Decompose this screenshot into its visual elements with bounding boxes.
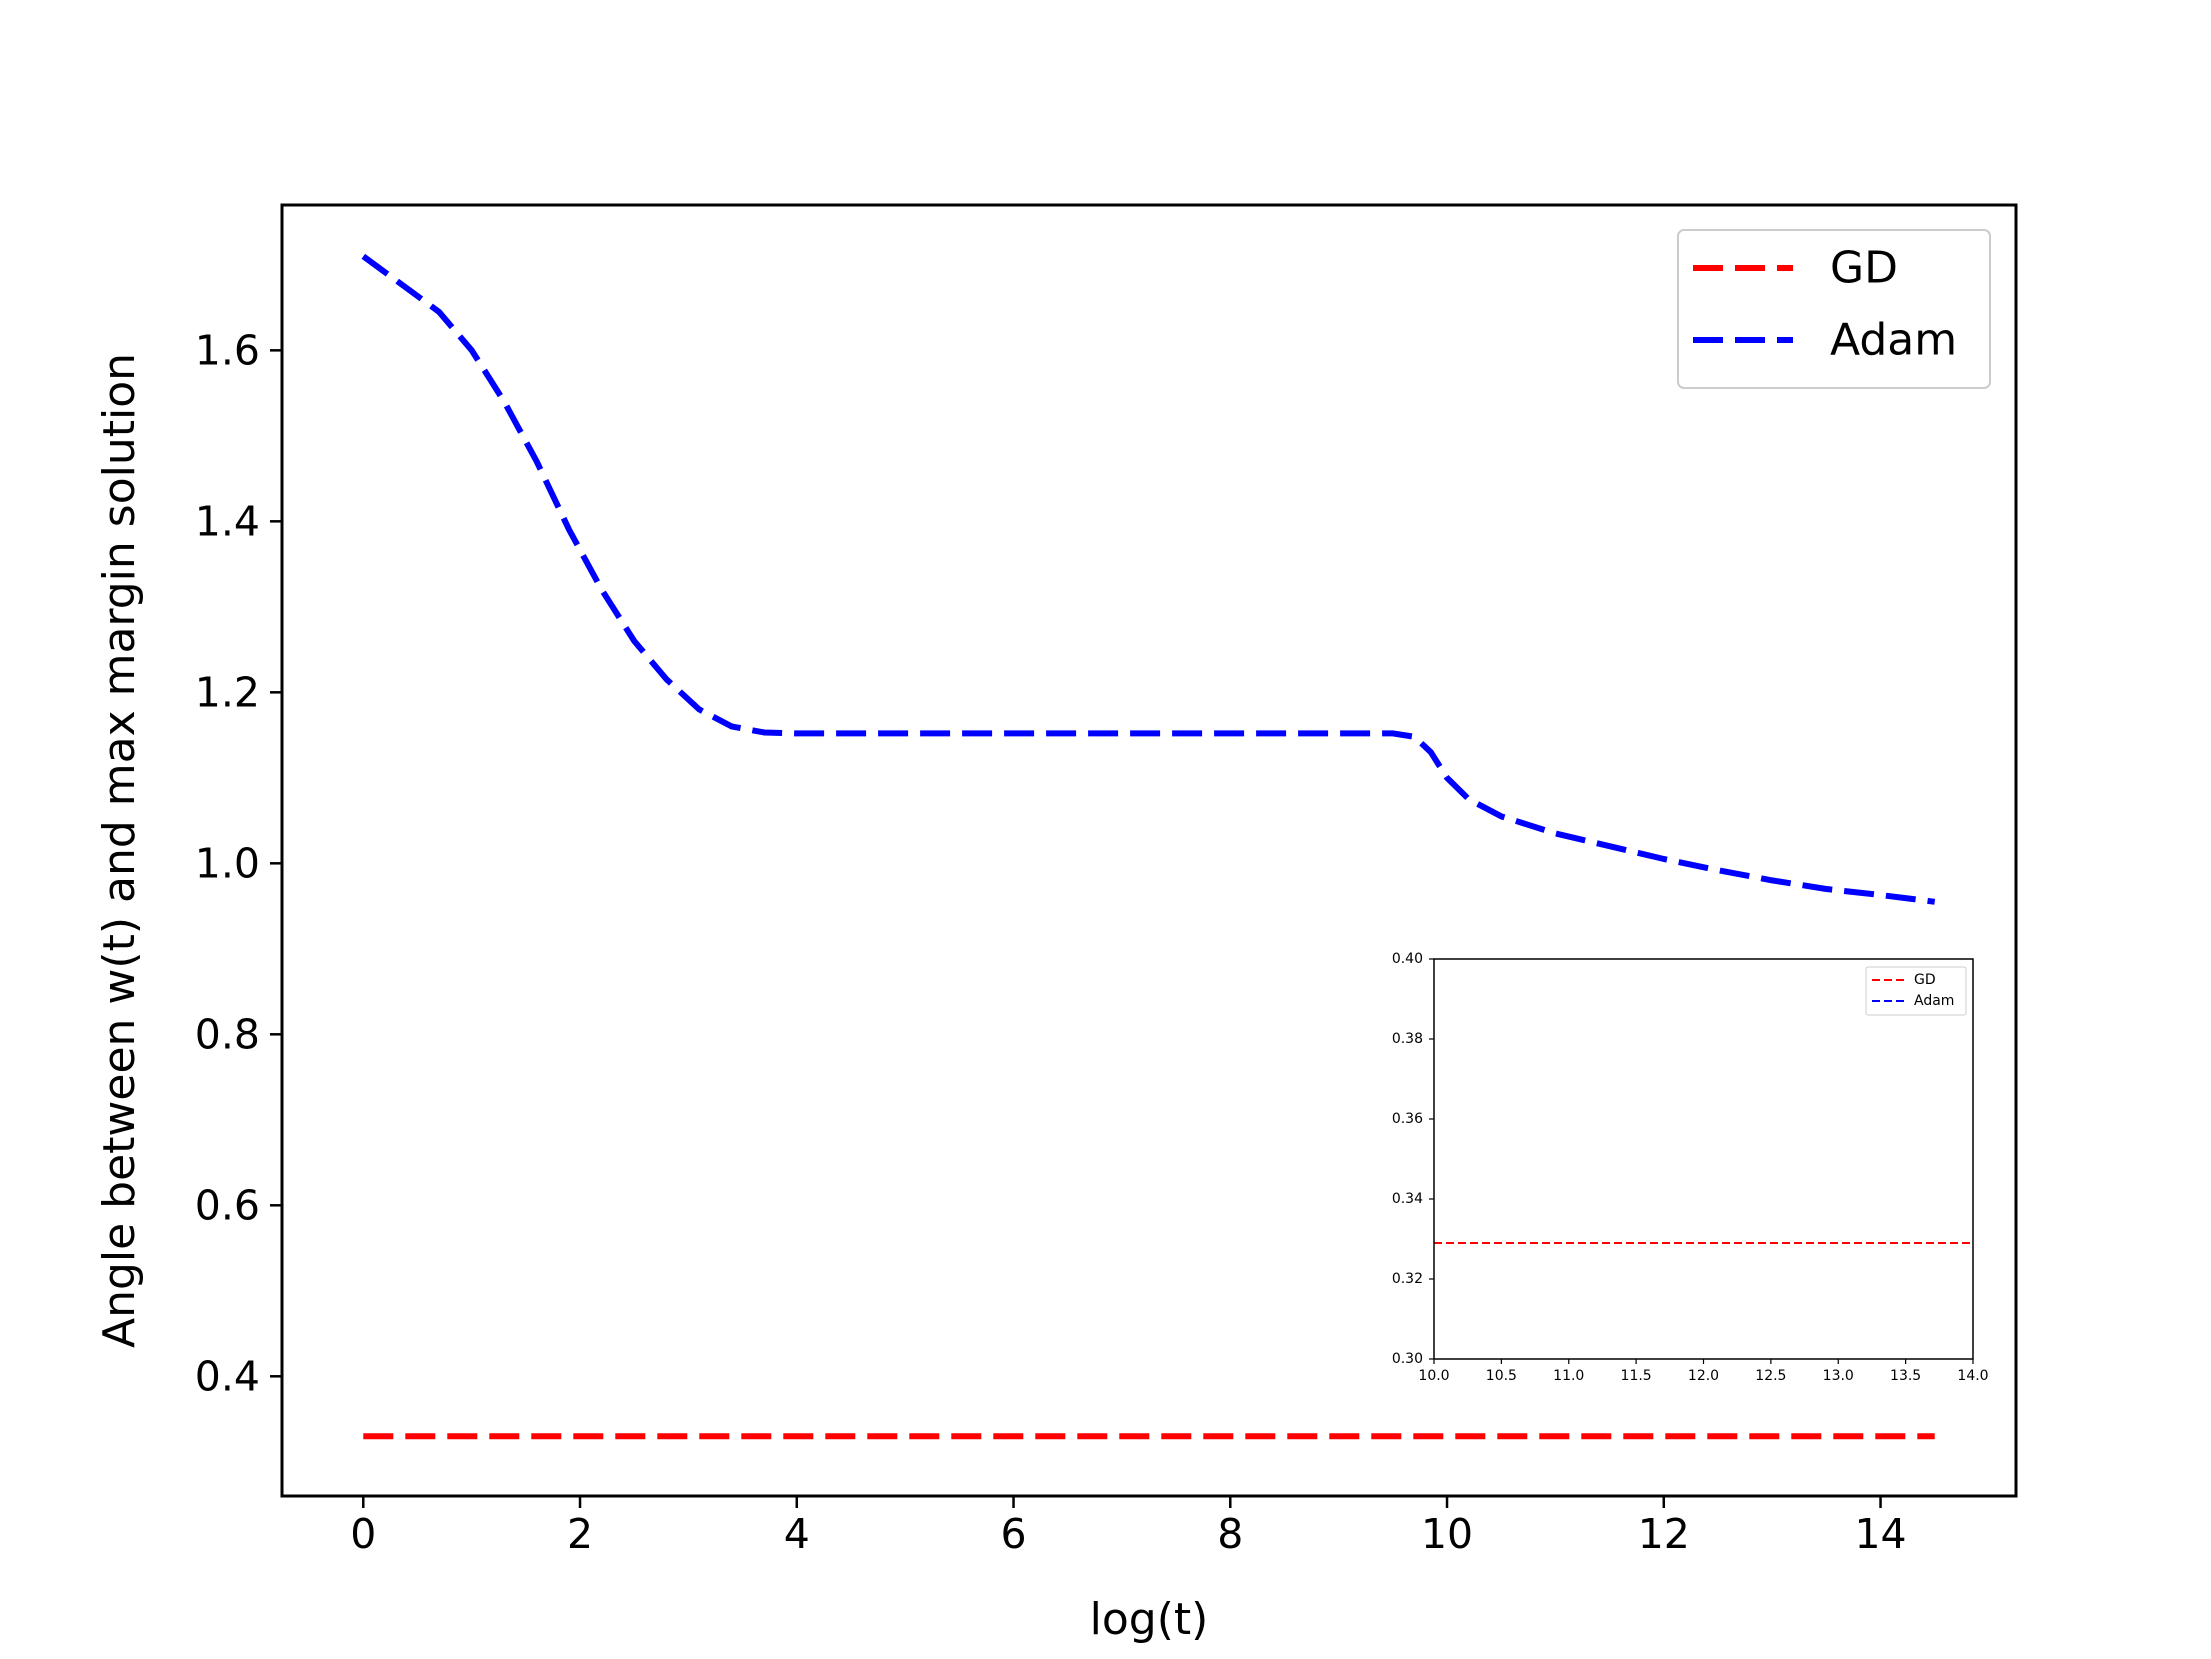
main-plot-frame: [280, 203, 2018, 1498]
main-series-line-adam: [361, 253, 1936, 905]
inset-x-tick-label: 11.0: [1553, 1368, 1584, 1384]
inset-x-tick-label: 13.0: [1823, 1368, 1854, 1384]
main-y-tick-label: 1.4: [195, 497, 260, 545]
main-y-tick-label: 0.4: [195, 1352, 260, 1400]
inset-x-tick-label: 14.0: [1957, 1368, 1988, 1384]
inset-y-tick-label: 0.36: [1392, 1111, 1423, 1127]
legend-label-adam: Adam: [1830, 315, 1957, 366]
main-y-axis: 0.4 0.6 0.8 1.0 1.2 1.4 1.6: [195, 326, 282, 1400]
main-x-tick-label: 2: [567, 1510, 593, 1558]
inset-legend-label-gd: GD: [1914, 972, 1936, 988]
inset-y-tick-label: 0.40: [1392, 951, 1423, 967]
main-x-tick-label: 8: [1217, 1510, 1243, 1558]
main-y-tick-label: 1.6: [195, 326, 260, 374]
inset-y-tick-label: 0.34: [1392, 1191, 1423, 1207]
y-axis-label: Angle between w(t) and max margin soluti…: [94, 353, 145, 1348]
main-x-axis: 0 2 4 6 8 10 12 14: [350, 1496, 1907, 1558]
main-x-tick-label: 0: [350, 1510, 376, 1558]
main-y-tick-label: 0.6: [195, 1181, 260, 1229]
main-y-tick-label: 1.0: [195, 839, 260, 887]
inset-y-tick-label: 0.38: [1392, 1031, 1423, 1047]
inset-x-tick-label: 10.0: [1418, 1368, 1449, 1384]
inset-x-axis: 10.0 10.5 11.0 11.5 12.0 12.5 13.0 13.5 14.0: [1418, 1359, 1989, 1384]
main-legend: GD Adam: [1677, 229, 1991, 389]
main-y-tick-label: 0.8: [195, 1010, 260, 1058]
main-y-tick-label: 1.2: [195, 668, 260, 716]
x-axis-label: log(t): [1090, 1594, 1209, 1645]
inset-x-tick-label: 12.0: [1688, 1368, 1719, 1384]
inset-plot: 10.0 10.5 11.0 11.5 12.0 12.5 13.0 13.5 14.0 0.3…: [1392, 951, 1989, 1384]
legend-label-gd: GD: [1830, 243, 1898, 294]
inset-y-axis: 0.30 0.32 0.34 0.36 0.38 0.40: [1392, 951, 1434, 1367]
main-plot: 0 2 4 6 8 10 12 14 0.4 0.6 0.8 1.0 1.2 1.4 1.6 log(t)…: [94, 203, 2018, 1645]
inset-legend: GD Adam: [1865, 966, 1967, 1016]
main-x-tick-label: 6: [1000, 1510, 1026, 1558]
inset-x-tick-label: 11.5: [1621, 1368, 1652, 1384]
main-x-tick-label: 14: [1854, 1510, 1906, 1558]
main-plot-lines: [361, 253, 1936, 1440]
main-x-tick-label: 12: [1638, 1510, 1690, 1558]
inset-legend-label-adam: Adam: [1914, 993, 1954, 1009]
inset-x-tick-label: 10.5: [1486, 1368, 1517, 1384]
inset-y-tick-label: 0.30: [1392, 1351, 1423, 1367]
inset-plot-background: [1434, 959, 1973, 1359]
inset-y-tick-label: 0.32: [1392, 1271, 1423, 1287]
inset-x-tick-label: 12.5: [1755, 1368, 1786, 1384]
main-x-tick-label: 10: [1421, 1510, 1473, 1558]
inset-x-tick-label: 13.5: [1890, 1368, 1921, 1384]
main-x-tick-label: 4: [784, 1510, 810, 1558]
